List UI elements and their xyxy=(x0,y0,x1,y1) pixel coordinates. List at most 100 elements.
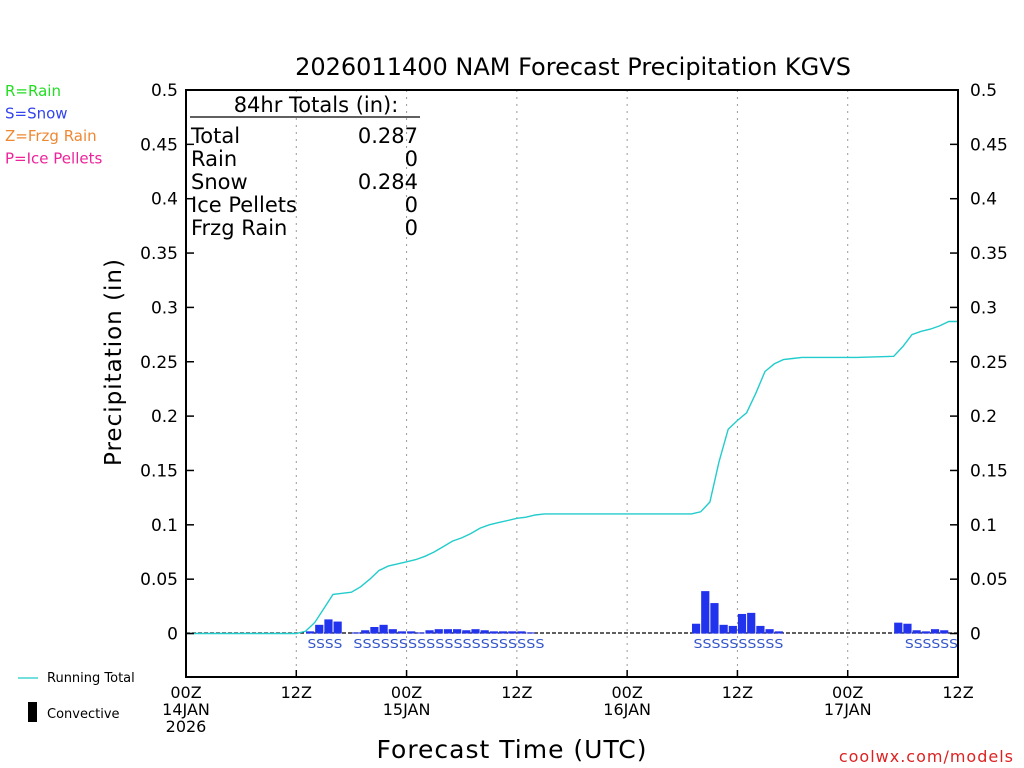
totals-row-value: 0 xyxy=(405,193,418,217)
precip-bar xyxy=(324,619,333,634)
precip-bar xyxy=(434,629,443,634)
precip-bar xyxy=(921,631,930,634)
y-ticks: 0.5 0.5 0.45 0.45 0.4 0.4 0.35 0.35 0.3 0.3 0.25 0.… xyxy=(140,81,1008,645)
x-tick-label: 00Z xyxy=(611,683,642,702)
x-tick-label: 00Z xyxy=(391,683,422,702)
totals-row-label: Ice Pellets xyxy=(191,193,297,217)
precip-bar xyxy=(443,629,453,634)
totals-row-value: 0.284 xyxy=(358,170,418,194)
x-tick-label: 12Z xyxy=(722,683,753,702)
precip-bar xyxy=(701,591,710,634)
precip-bar xyxy=(416,632,425,634)
ptype-label: SSSS xyxy=(307,637,342,651)
y-tick-label-right: 0.15 xyxy=(970,461,1008,481)
y-tick-label-right: 0.05 xyxy=(970,570,1008,590)
precip-bar xyxy=(508,631,517,634)
plot-frame xyxy=(185,89,959,678)
y-tick-label-left: 0 xyxy=(167,625,178,645)
site-credit: coolwx.com/models xyxy=(839,747,1014,766)
precip-bar xyxy=(691,623,701,634)
precip-bar xyxy=(774,631,783,634)
x-tick-label: 12Z xyxy=(281,683,312,702)
precip-bar xyxy=(719,624,728,634)
precip-bar xyxy=(894,622,903,634)
totals-row-label: Frzg Rain xyxy=(191,216,287,240)
x-tick-label: 17JAN xyxy=(824,700,872,719)
precip-bar xyxy=(333,621,342,634)
precip-bar xyxy=(453,629,462,634)
totals-row-label: Rain xyxy=(191,147,237,171)
totals-row-label: Total xyxy=(190,124,240,148)
ptype-labels: SSSS SSSSSSSSSSSSSSSSSSSSS SSSSSSSSSS SSSSS… xyxy=(307,637,957,651)
precip-bar xyxy=(480,630,489,634)
precip-bar xyxy=(305,631,315,634)
x-tick-label: 2026 xyxy=(166,717,207,736)
precip-bar xyxy=(388,629,397,634)
y-tick-label-left: 0.5 xyxy=(151,81,178,101)
precip-bar xyxy=(351,632,361,634)
precip-bar xyxy=(425,630,434,634)
x-tick-label: 14JAN xyxy=(162,700,210,719)
y-tick-label-left: 0.3 xyxy=(151,298,178,318)
ptype-legend: R=Rain S=Snow Z=Frzg Rain P=Ice Pellets xyxy=(5,82,102,168)
precip-bar xyxy=(471,629,480,634)
precip-bar xyxy=(903,623,912,634)
running-total-legend-label: Running Total xyxy=(47,671,135,686)
y-tick-label-left: 0.45 xyxy=(140,135,178,155)
y-tick-label-left: 0.4 xyxy=(151,190,178,210)
precip-bar xyxy=(489,631,498,634)
precip-bar xyxy=(728,625,737,634)
y-tick-label-left: 0.05 xyxy=(140,570,178,590)
totals-row-value: 0.287 xyxy=(358,124,418,148)
convective-legend-swatch xyxy=(28,702,37,722)
hourly-precip-bars xyxy=(305,591,949,634)
y-tick-label-right: 0.3 xyxy=(970,298,997,318)
precip-bar xyxy=(737,613,747,634)
series-legend: Running Total Convective xyxy=(18,671,135,722)
precip-bar xyxy=(361,630,370,634)
y-tick-label-right: 0 xyxy=(970,625,981,645)
x-tick-label: 15JAN xyxy=(383,700,431,719)
ptype-legend-item: Z=Frzg Rain xyxy=(5,127,97,145)
ptype-label: SSSSSSSSSS xyxy=(693,637,783,651)
precip-bar xyxy=(397,631,407,634)
y-tick-label-right: 0.5 xyxy=(970,81,997,101)
precip-bar xyxy=(370,626,379,634)
precip-bar xyxy=(747,612,756,634)
x-tick-label: 00Z xyxy=(170,683,201,702)
totals-row-value: 0 xyxy=(405,147,418,171)
ptype-label: SSSSSSSSSSSSSSSSSSSSS xyxy=(353,637,544,651)
y-tick-label-right: 0.4 xyxy=(970,190,997,210)
precip-bar xyxy=(912,630,921,634)
precip-bar xyxy=(379,624,388,634)
y-tick-label-right: 0.25 xyxy=(970,353,1008,373)
precip-bar xyxy=(756,625,765,634)
convective-legend-label: Convective xyxy=(47,707,120,722)
totals-box: 84hr Totals (in): Total 0.287 Rain 0 Snow 0.2… xyxy=(190,93,420,240)
y-axis-label: Precipitation (in) xyxy=(101,258,127,466)
precip-bar xyxy=(517,631,526,634)
precip-bar xyxy=(930,629,940,634)
precip-bar xyxy=(710,603,719,634)
precip-bar xyxy=(462,630,471,634)
x-tick-label: 00Z xyxy=(832,683,863,702)
precip-bar xyxy=(315,624,324,634)
x-tick-label: 16JAN xyxy=(603,700,651,719)
precip-bar xyxy=(407,631,416,634)
totals-heading: 84hr Totals (in): xyxy=(234,93,399,117)
ptype-label: SSSSSS xyxy=(905,637,958,651)
precip-bar xyxy=(526,632,535,634)
y-tick-label-left: 0.25 xyxy=(140,353,178,373)
x-tick-label: 12Z xyxy=(501,683,532,702)
y-tick-label-right: 0.35 xyxy=(970,244,1008,264)
precip-bar xyxy=(765,629,774,634)
precip-bar xyxy=(498,631,508,634)
y-tick-label-right: 0.2 xyxy=(970,407,997,427)
ptype-legend-item: P=Ice Pellets xyxy=(5,150,102,168)
x-tick-label: 12Z xyxy=(942,683,973,702)
totals-row-label: Snow xyxy=(191,170,248,194)
y-tick-label-left: 0.1 xyxy=(151,516,178,536)
chart-title: 2026011400 NAM Forecast Precipitation KG… xyxy=(295,53,851,81)
y-tick-label-right: 0.45 xyxy=(970,135,1008,155)
